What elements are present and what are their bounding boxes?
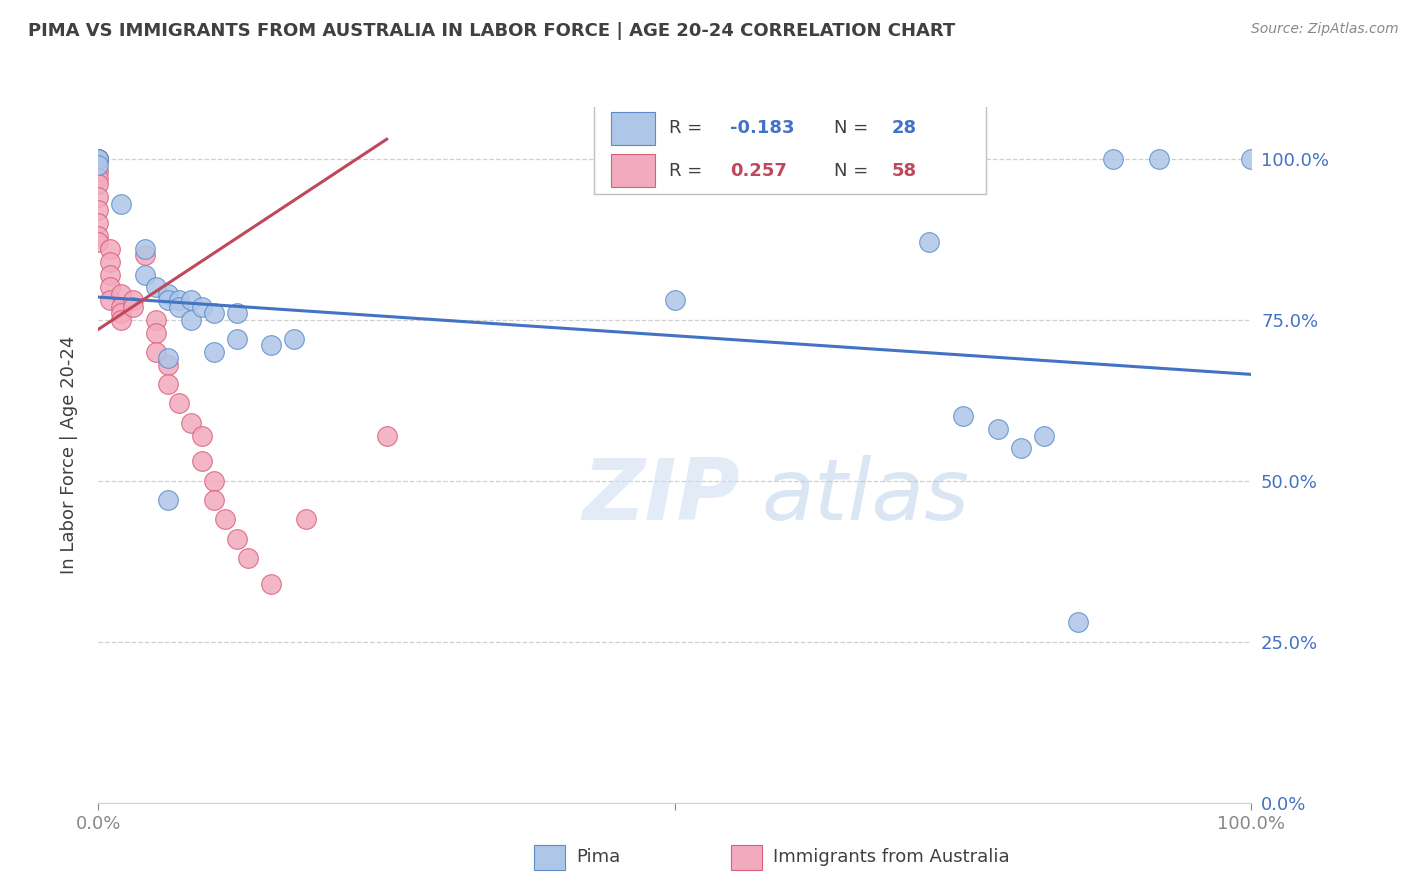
Point xyxy=(87,235,110,250)
Point xyxy=(283,332,305,346)
Point xyxy=(180,293,202,308)
Point xyxy=(110,300,132,314)
Text: Source: ZipAtlas.com: Source: ZipAtlas.com xyxy=(1251,22,1399,37)
Point xyxy=(156,293,179,308)
Point xyxy=(87,203,110,218)
FancyBboxPatch shape xyxy=(595,100,986,194)
Text: N =: N = xyxy=(834,120,869,137)
Point xyxy=(87,152,110,166)
Text: Immigrants from Australia: Immigrants from Australia xyxy=(773,848,1010,866)
Point xyxy=(134,242,156,256)
Point xyxy=(202,493,225,508)
Point xyxy=(110,312,132,326)
Point xyxy=(191,300,214,314)
Point xyxy=(145,280,167,294)
Text: -0.183: -0.183 xyxy=(730,120,794,137)
Point xyxy=(202,474,225,488)
Point xyxy=(156,286,179,301)
Point xyxy=(238,551,260,566)
Point xyxy=(202,306,225,320)
Point xyxy=(1032,428,1054,442)
Point xyxy=(167,300,190,314)
Text: atlas: atlas xyxy=(762,455,969,538)
Point xyxy=(98,254,121,268)
Point xyxy=(87,158,110,172)
Y-axis label: In Labor Force | Age 20-24: In Labor Force | Age 20-24 xyxy=(59,335,77,574)
Point xyxy=(110,286,132,301)
Point xyxy=(145,312,167,326)
Point xyxy=(98,268,121,282)
Point xyxy=(225,332,247,346)
Point xyxy=(664,293,686,308)
Point xyxy=(98,242,121,256)
Point xyxy=(180,312,202,326)
Point xyxy=(375,428,398,442)
Text: 58: 58 xyxy=(891,161,917,179)
Point xyxy=(110,196,132,211)
Point xyxy=(987,422,1010,436)
Point xyxy=(225,306,247,320)
Point xyxy=(167,293,190,308)
Point xyxy=(87,190,110,204)
Point xyxy=(191,454,214,468)
Point xyxy=(260,576,283,591)
Point xyxy=(122,293,145,308)
Point xyxy=(202,344,225,359)
Point xyxy=(1010,442,1032,456)
Point xyxy=(1067,615,1090,630)
Point xyxy=(145,326,167,340)
Text: 28: 28 xyxy=(891,120,917,137)
Point xyxy=(87,178,110,192)
Point xyxy=(191,428,214,442)
Point xyxy=(225,532,247,546)
Text: ZIP: ZIP xyxy=(582,455,741,538)
Point xyxy=(156,358,179,372)
Bar xyxy=(612,112,655,145)
Point xyxy=(156,351,179,366)
Point xyxy=(87,152,110,166)
Point xyxy=(134,268,156,282)
Point xyxy=(1240,152,1263,166)
Text: Pima: Pima xyxy=(576,848,620,866)
Point xyxy=(1102,152,1125,166)
Text: N =: N = xyxy=(834,161,869,179)
Point xyxy=(87,152,110,166)
Point xyxy=(98,293,121,308)
Point xyxy=(917,235,939,250)
Point xyxy=(145,344,167,359)
Point xyxy=(87,152,110,166)
Point xyxy=(98,280,121,294)
Point xyxy=(952,409,974,424)
Point xyxy=(295,512,318,526)
Point xyxy=(87,216,110,230)
Point xyxy=(122,300,145,314)
Point xyxy=(87,170,110,185)
Point xyxy=(87,152,110,166)
Text: 0.257: 0.257 xyxy=(730,161,787,179)
Point xyxy=(87,164,110,178)
Point xyxy=(134,248,156,262)
Point xyxy=(180,416,202,430)
Point xyxy=(87,152,110,166)
Point xyxy=(156,493,179,508)
Point xyxy=(167,396,190,410)
Bar xyxy=(612,153,655,187)
Point xyxy=(1147,152,1170,166)
Point xyxy=(260,338,283,352)
Text: PIMA VS IMMIGRANTS FROM AUSTRALIA IN LABOR FORCE | AGE 20-24 CORRELATION CHART: PIMA VS IMMIGRANTS FROM AUSTRALIA IN LAB… xyxy=(28,22,955,40)
Text: R =: R = xyxy=(669,120,703,137)
Text: R =: R = xyxy=(669,161,703,179)
Point xyxy=(87,152,110,166)
Point xyxy=(110,306,132,320)
Point xyxy=(87,228,110,243)
Point xyxy=(156,377,179,392)
Point xyxy=(214,512,236,526)
